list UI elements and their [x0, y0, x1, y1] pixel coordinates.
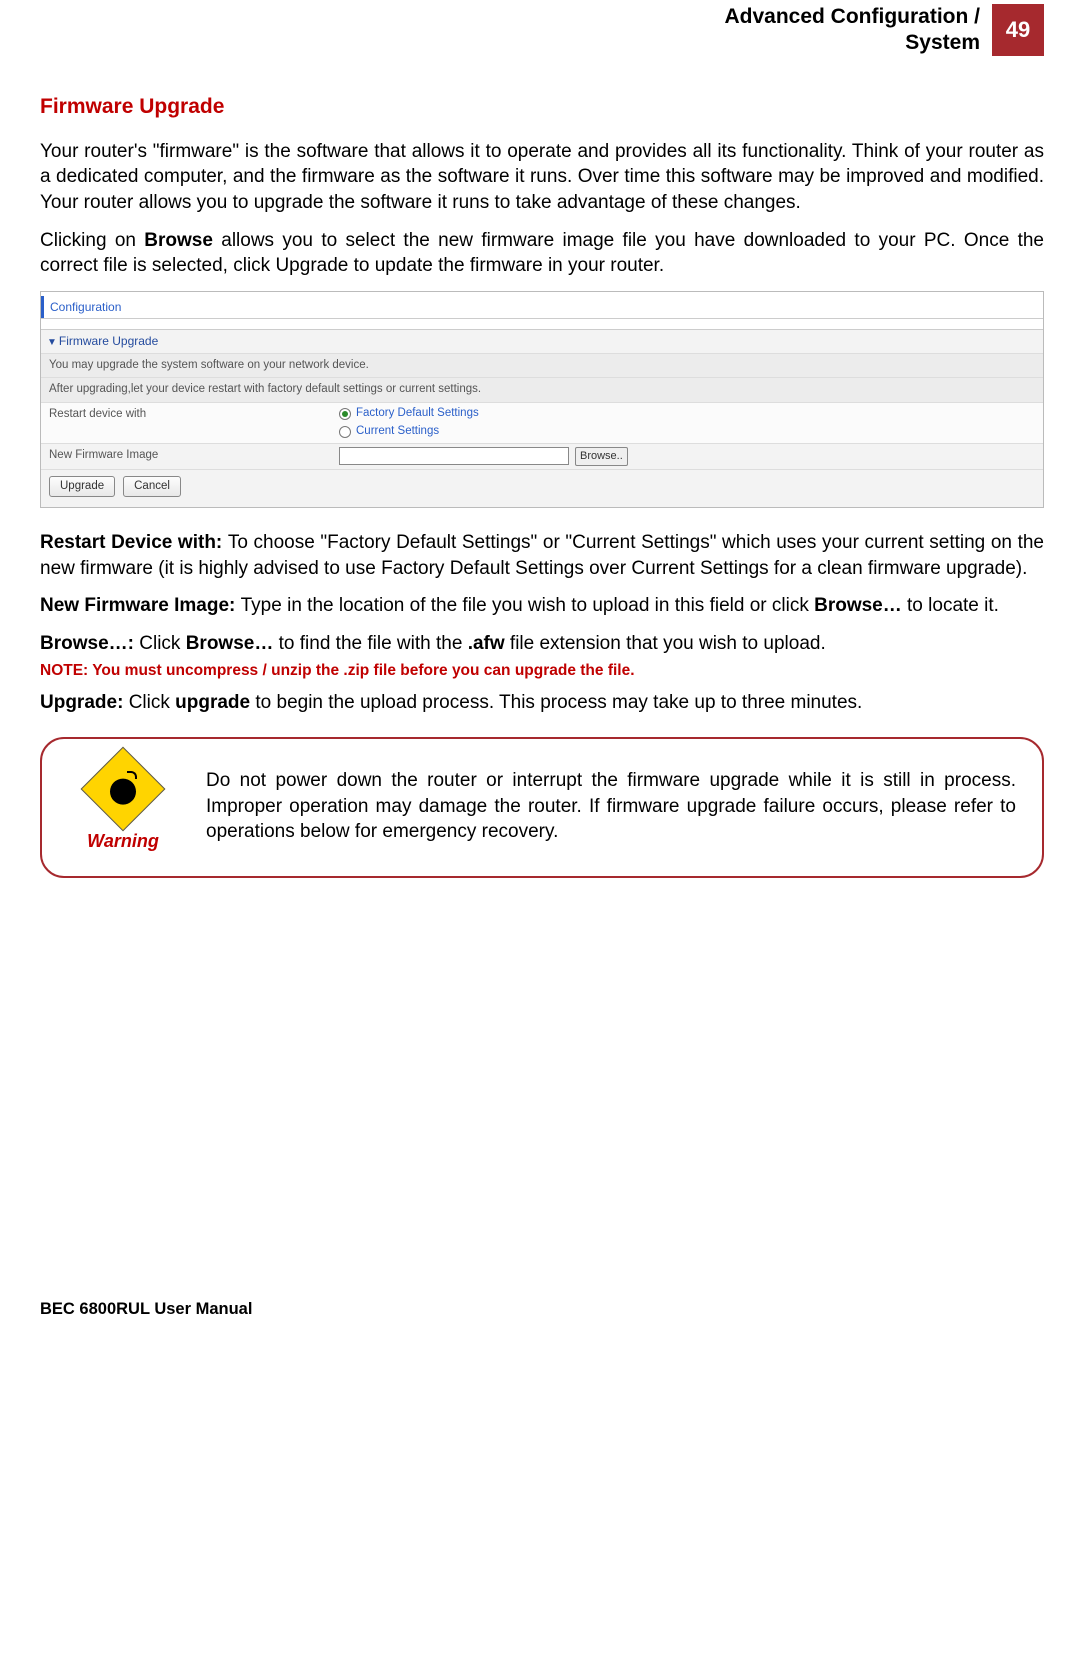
ss-newfw-label: New Firmware Image — [41, 444, 331, 469]
cancel-button[interactable]: Cancel — [123, 476, 181, 498]
radio-factory-default[interactable] — [339, 408, 351, 420]
tab-configuration[interactable]: Configuration — [41, 296, 131, 318]
note-unzip: NOTE: You must uncompress / unzip the .z… — [40, 661, 1044, 682]
section-title: Firmware Upgrade — [40, 93, 1044, 121]
restart-label: Restart Device with: — [40, 532, 228, 553]
page-number: 49 — [992, 4, 1044, 56]
ss-tabrow: Configuration — [41, 292, 1043, 319]
browse-desc: Browse…: Click Browse… to find the file … — [40, 631, 1044, 657]
warning-box: Warning Do not power down the router or … — [40, 737, 1044, 877]
newfw-bold: Browse… — [814, 595, 902, 616]
upgrade-bold: upgrade — [175, 692, 250, 713]
ss-restart-label: Restart device with — [41, 403, 331, 443]
ss-section-title: Firmware Upgrade — [59, 334, 158, 348]
browse-pre: Click — [139, 633, 185, 654]
newfw-post: to locate it. — [902, 595, 999, 616]
warning-label: Warning — [87, 829, 159, 853]
upgrade-desc: Upgrade: Click upgrade to begin the uplo… — [40, 690, 1044, 716]
radio-factory-label[interactable]: Factory Default Settings — [356, 406, 479, 422]
warning-bomb-icon — [93, 759, 153, 819]
upgrade-post: to begin the upload process. This proces… — [250, 692, 862, 713]
warning-left: Warning — [68, 759, 178, 853]
browse-bold1: Browse… — [186, 633, 274, 654]
newfw-label: New Firmware Image: — [40, 595, 241, 616]
intro-paragraph-1: Your router's "firmware" is the software… — [40, 139, 1044, 216]
browse-label: Browse…: — [40, 633, 139, 654]
para2-pre: Clicking on — [40, 230, 144, 251]
newfw-desc: New Firmware Image: Type in the location… — [40, 593, 1044, 619]
radio-current-settings[interactable] — [339, 426, 351, 438]
firmware-file-input[interactable] — [339, 447, 569, 465]
newfw-pre: Type in the location of the file you wis… — [241, 595, 814, 616]
restart-desc: Restart Device with: To choose "Factory … — [40, 530, 1044, 581]
browse-button[interactable]: Browse.. — [575, 447, 628, 466]
page-header: Advanced Configuration / System 49 — [40, 0, 1044, 57]
para2-bold: Browse — [144, 230, 213, 251]
radio-current-label[interactable]: Current Settings — [356, 424, 439, 440]
ss-info-2: After upgrading,let your device restart … — [41, 377, 1043, 402]
ss-info-1: You may upgrade the system software on y… — [41, 353, 1043, 378]
browse-bold2: .afw — [468, 633, 505, 654]
ss-section-header[interactable]: ▼Firmware Upgrade — [41, 329, 1043, 353]
ss-row-restart: Restart device with Factory Default Sett… — [41, 402, 1043, 443]
warning-text: Do not power down the router or interrup… — [206, 768, 1016, 845]
ss-spacer — [41, 319, 1043, 329]
ss-row-newfw: New Firmware Image Browse.. — [41, 443, 1043, 469]
browse-post: file extension that you wish to upload. — [505, 633, 826, 654]
footer: BEC 6800RUL User Manual — [40, 1298, 1044, 1320]
upgrade-button[interactable]: Upgrade — [49, 476, 115, 498]
upgrade-label: Upgrade: — [40, 692, 129, 713]
header-title-line1: Advanced Configuration / — [724, 5, 980, 28]
ss-button-row: Upgrade Cancel — [41, 469, 1043, 508]
browse-mid: to find the file with the — [273, 633, 467, 654]
header-title-line2: System — [905, 31, 980, 54]
header-title: Advanced Configuration / System — [724, 4, 980, 57]
chevron-down-icon: ▼ — [47, 336, 57, 350]
firmware-config-screenshot: Configuration ▼Firmware Upgrade You may … — [40, 291, 1044, 508]
intro-paragraph-2: Clicking on Browse allows you to select … — [40, 228, 1044, 279]
upgrade-pre: Click — [129, 692, 175, 713]
